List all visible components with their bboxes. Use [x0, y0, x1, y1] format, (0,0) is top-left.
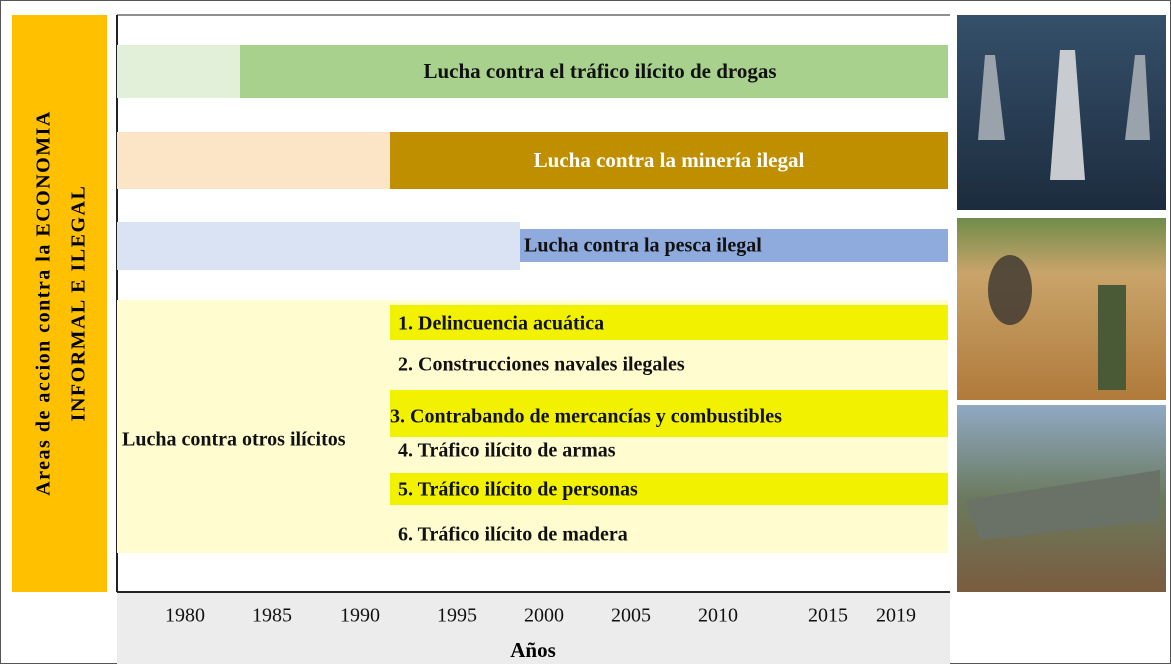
- x-tick-label: 2000: [524, 605, 564, 627]
- side-box: [12, 15, 107, 592]
- item-label: 5. Tráfico ilícito de personas: [398, 479, 638, 501]
- soldier: [1098, 285, 1126, 390]
- photo-ships: [957, 15, 1166, 210]
- side-label: INFORMAL E ILEGAL: [68, 185, 90, 422]
- photo: [957, 218, 1166, 400]
- row-label: Lucha contra la pesca ilegal: [524, 235, 762, 257]
- row-label: Lucha contra otros ilícitos: [122, 429, 346, 451]
- bar-pre: [117, 45, 240, 98]
- item-label: 2. Construcciones navales ilegales: [398, 354, 685, 376]
- x-tick-label: 2015: [808, 605, 848, 627]
- x-tick-label: 2019: [876, 605, 916, 627]
- photo-mining: [957, 218, 1166, 400]
- bar-pre: [117, 222, 520, 270]
- x-tick-label: 1980: [165, 605, 205, 627]
- photo-boat: [957, 405, 1166, 592]
- x-tick-label: 1985: [252, 605, 292, 627]
- x-axis-label: Años: [510, 638, 556, 662]
- item-label: 1. Delincuencia acuática: [398, 313, 604, 335]
- smoke: [988, 255, 1032, 325]
- bar-pre: [117, 132, 390, 189]
- row-label: Lucha contra la minería ilegal: [534, 148, 805, 172]
- x-tick-label: 1995: [437, 605, 477, 627]
- x-tick-label: 1990: [340, 605, 380, 627]
- timeline-diagram: Areas de accion contra la ECONOMIA INFOR…: [0, 0, 1171, 664]
- item-label: 3. Contrabando de mercancías y combustib…: [390, 406, 782, 428]
- x-tick-label: 2005: [611, 605, 651, 627]
- x-tick-label: 2010: [698, 605, 738, 627]
- side-label: Areas de accion contra la ECONOMIA: [33, 110, 55, 496]
- item-label: 4. Tráfico ilícito de armas: [398, 440, 616, 462]
- row-label: Lucha contra el tráfico ilícito de droga…: [423, 59, 776, 83]
- item-label: 6. Tráfico ilícito de madera: [398, 524, 628, 546]
